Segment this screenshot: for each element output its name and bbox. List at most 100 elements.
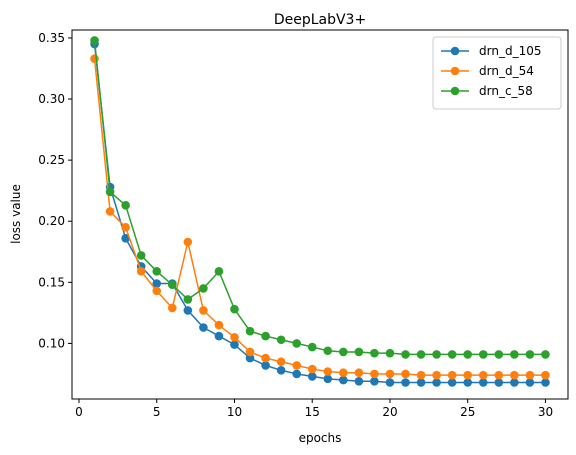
data-point-drn_c_58 <box>90 36 99 45</box>
data-point-drn_c_58 <box>432 350 441 359</box>
data-point-drn_d_105 <box>245 353 255 363</box>
data-point-drn_d_105 <box>121 234 130 243</box>
data-point-drn_c_58 <box>167 280 177 290</box>
data-point-drn_d_54 <box>401 369 410 379</box>
y-tick-label: 0.15 <box>38 275 65 289</box>
legend: drn_d_105 drn_d_54 drn_c_58 <box>432 36 562 110</box>
data-point-drn_d_105 <box>525 378 535 387</box>
legend-marker <box>450 46 460 56</box>
y-tick-label: 0.25 <box>38 153 65 167</box>
data-point-drn_d_105 <box>432 378 441 387</box>
data-point-drn_d_105 <box>401 378 410 387</box>
data-point-drn_d_54 <box>136 267 146 276</box>
legend-item-drn_d_54: drn_d_54 <box>441 64 534 78</box>
data-point-drn_d_105 <box>323 374 333 384</box>
data-point-drn_c_58 <box>323 346 333 356</box>
data-point-drn_d_54 <box>121 223 130 232</box>
y-tick-label: 0.20 <box>38 214 65 228</box>
data-point-drn_d_54 <box>339 368 348 378</box>
data-point-drn_d_54 <box>199 306 208 315</box>
ticks-layer: 0 5 10 15 20 25 30 0.10 0.15 0.20 0.25 0.30 0.35 <box>38 31 553 419</box>
data-point-drn_d_54 <box>370 369 379 379</box>
y-tick-label: 0.35 <box>38 31 65 45</box>
series-drn_d_54 <box>90 54 550 380</box>
data-point-drn_d_54 <box>276 357 286 367</box>
data-point-drn_d_105 <box>447 378 457 387</box>
data-point-drn_c_58 <box>152 267 162 276</box>
data-point-drn_d_105 <box>370 376 379 386</box>
plot-frame <box>71 29 569 400</box>
y-tick-label: 0.10 <box>38 336 65 350</box>
data-point-drn_d_105 <box>354 376 364 386</box>
data-point-drn_d_105 <box>339 375 348 385</box>
data-point-drn_c_58 <box>105 187 115 197</box>
data-point-drn_d_54 <box>385 369 395 379</box>
data-point-drn_d_105 <box>292 369 301 379</box>
data-point-drn_d_105 <box>478 378 488 387</box>
data-point-drn_c_58 <box>245 326 255 336</box>
data-point-drn_c_58 <box>401 350 410 359</box>
data-point-drn_c_58 <box>525 350 535 359</box>
data-point-drn_d_54 <box>525 370 535 380</box>
data-point-drn_d_54 <box>354 368 364 378</box>
data-point-drn_c_58 <box>494 350 504 359</box>
data-point-drn_c_58 <box>370 348 379 358</box>
y-axis-label: loss value <box>9 184 23 244</box>
data-point-drn_d_54 <box>214 320 224 330</box>
data-point-drn_c_58 <box>354 347 364 357</box>
data-point-drn_d_54 <box>152 286 162 296</box>
series-drn_c_58 <box>90 36 550 359</box>
data-point-drn_d_54 <box>494 370 504 380</box>
data-point-drn_d_105 <box>183 306 193 315</box>
data-point-drn_d_105 <box>276 365 286 375</box>
data-point-drn_c_58 <box>230 304 239 314</box>
data-point-drn_d_54 <box>478 370 488 380</box>
chart-title: DeepLabV3+ <box>274 12 366 28</box>
data-point-drn_d_54 <box>463 370 473 380</box>
legend-item-drn_d_105: drn_d_105 <box>441 44 541 58</box>
data-point-drn_d_105 <box>494 378 504 387</box>
data-point-drn_c_58 <box>183 295 193 304</box>
data-point-drn_d_54 <box>167 303 177 313</box>
data-point-drn_c_58 <box>136 251 146 260</box>
x-tick-label: 15 <box>305 405 320 419</box>
data-point-drn_d_54 <box>307 364 317 374</box>
data-point-drn_d_54 <box>323 367 333 376</box>
data-point-drn_c_58 <box>214 267 224 276</box>
data-point-drn_c_58 <box>541 350 550 359</box>
legend-item-drn_c_58: drn_c_58 <box>441 84 533 98</box>
data-point-drn_d_105 <box>152 279 162 288</box>
data-point-drn_d_105 <box>261 361 270 370</box>
data-point-drn_c_58 <box>307 342 317 352</box>
x-axis-label: epochs <box>299 431 342 445</box>
data-point-drn_c_58 <box>199 284 208 293</box>
y-tick-label: 0.30 <box>38 92 65 106</box>
data-point-drn_c_58 <box>121 201 130 210</box>
data-point-drn_d_54 <box>541 370 550 380</box>
x-tick-label: 5 <box>153 405 161 419</box>
data-point-drn_c_58 <box>292 339 301 348</box>
data-point-drn_d_54 <box>261 353 270 363</box>
legend-label: drn_d_105 <box>479 44 541 58</box>
data-point-drn_c_58 <box>339 347 348 357</box>
legend-marker <box>450 86 460 96</box>
x-tick-label: 30 <box>538 405 553 419</box>
data-point-drn_c_58 <box>447 350 457 359</box>
data-point-drn_d_54 <box>90 54 99 64</box>
data-point-drn_d_105 <box>416 378 426 387</box>
data-point-drn_d_54 <box>447 370 457 380</box>
data-point-drn_d_54 <box>245 347 255 357</box>
legend-label: drn_c_58 <box>479 84 533 98</box>
data-point-drn_d_105 <box>463 378 473 387</box>
data-point-drn_c_58 <box>510 350 519 359</box>
data-point-drn_c_58 <box>463 350 473 359</box>
legend-label: drn_d_54 <box>479 64 534 78</box>
data-point-drn_d_105 <box>307 372 317 381</box>
data-point-drn_c_58 <box>276 335 286 345</box>
data-point-drn_c_58 <box>261 331 270 341</box>
data-point-drn_c_58 <box>416 350 426 359</box>
legend-marker <box>450 66 460 76</box>
data-point-drn_d_54 <box>416 370 426 380</box>
data-point-drn_d_54 <box>292 361 301 370</box>
data-point-drn_d_54 <box>105 207 115 216</box>
